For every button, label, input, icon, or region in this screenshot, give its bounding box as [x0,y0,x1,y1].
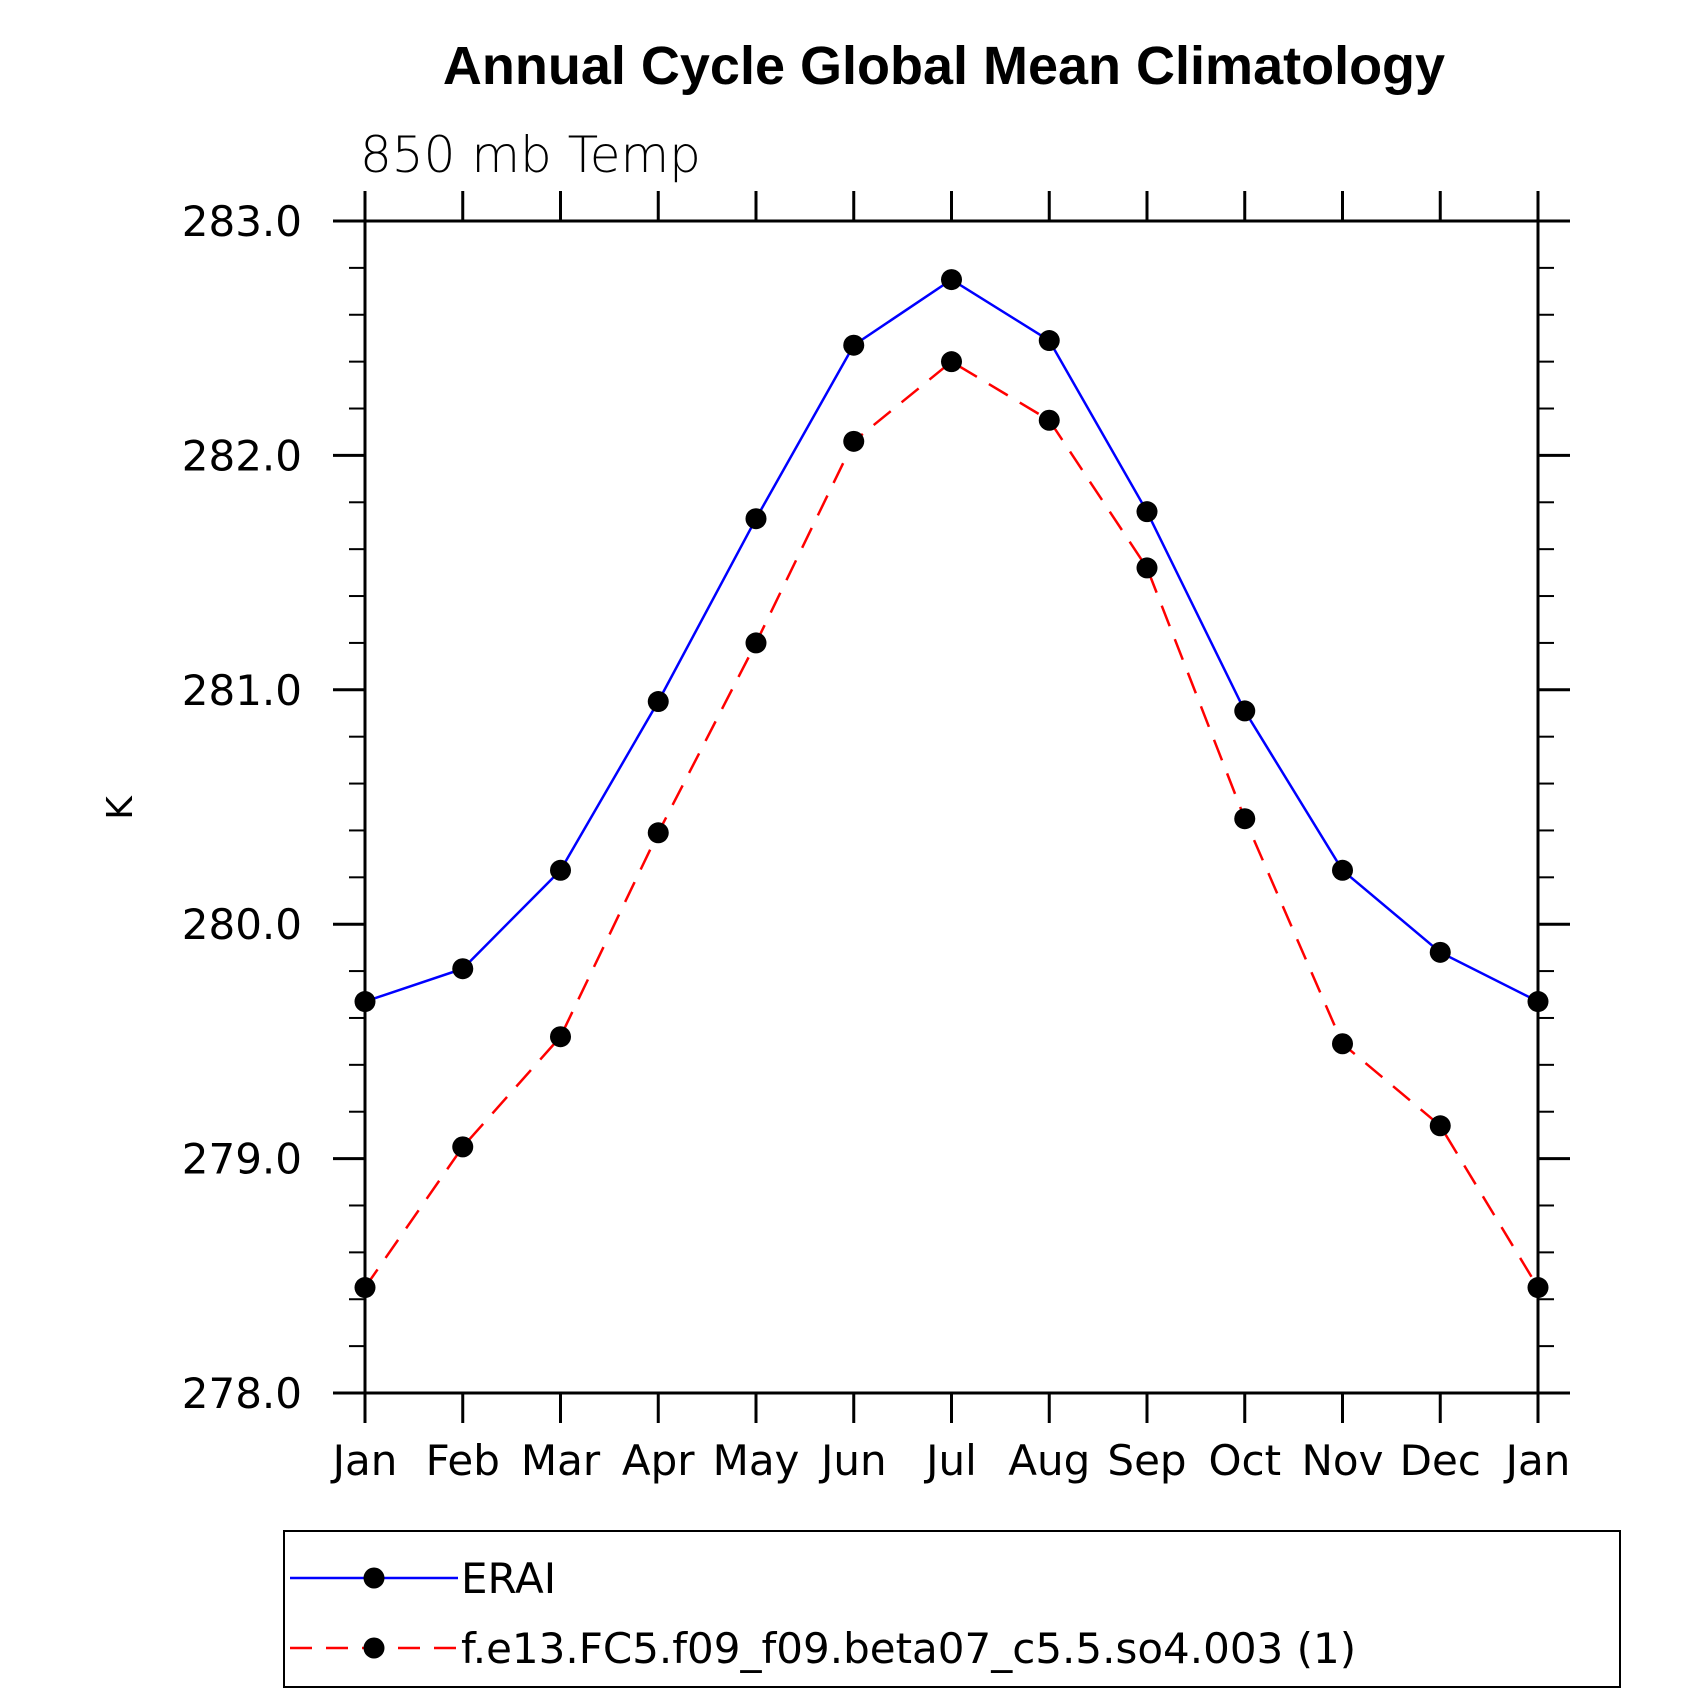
series-2-point [647,822,669,844]
x-tick-label: Sep [1107,1436,1186,1485]
series-2-point [1527,1277,1549,1299]
series-1-point [647,691,669,713]
x-tick-label: Dec [1400,1436,1481,1485]
series-line-2 [363,360,1540,1289]
y-tick-label: 283.0 [182,197,302,246]
x-tick-label: Jan [1503,1436,1571,1485]
series-2-point [1234,808,1256,830]
y-tick-label: 282.0 [182,431,302,480]
x-tick-label: Jan [330,1436,398,1485]
y-tick-label: 281.0 [182,666,302,715]
series-2-point [1429,1115,1451,1137]
series-2-point [941,351,962,373]
series-1-point [1332,859,1353,881]
series-1-point [1136,501,1158,523]
legend-label: ERAI [461,1554,556,1603]
series-2-point [843,430,865,452]
chart-subtitle: 850 mb Temp [360,126,701,184]
series-2-point [1332,1033,1353,1055]
y-tick-label: 279.0 [182,1135,302,1184]
legend-box [283,1530,1621,1688]
plot-frame [363,219,1540,1395]
x-tick-label: Apr [622,1436,695,1485]
series-1-point [745,508,767,530]
series-2-point [745,632,767,654]
x-tick-label: Nov [1302,1436,1384,1485]
x-tick-label: Aug [1008,1436,1090,1485]
series-2-point [1038,409,1060,431]
x-tick-label: Feb [426,1436,500,1485]
legend: ERAI f.e13.FC5.f09_f09.beta07_c5.5.so4.00… [283,1530,1621,1688]
legend-label: f.e13.FC5.f09_f09.beta07_c5.5.so4.003 (1… [461,1624,1356,1673]
y-tick-label: 280.0 [182,900,302,949]
legend-swatch-marker [363,1567,385,1589]
axes: Jan Feb Mar Apr May Jun Jul Aug Sep Oct Nov Dec Jan 2… [182,191,1571,1485]
series-line-1 [364,278,1539,1003]
series-1-point [550,859,571,881]
series-1-point [1234,700,1256,722]
series-1-point [452,958,474,980]
chart-title: Annual Cycle Global Mean Climatology [443,36,1445,96]
series-2-point [1136,557,1158,579]
y-tick-label: 278.0 [182,1369,302,1418]
y-axis-label: K [100,795,141,820]
series-2-point [354,1277,376,1299]
series-1-point [941,269,962,291]
legend-swatch-marker [363,1637,385,1659]
series-1-point [1527,991,1549,1013]
x-tick-label: Oct [1208,1436,1281,1485]
x-tick-label: Mar [521,1436,601,1485]
x-tick-label: Jul [923,1436,977,1485]
series-1-point [1038,330,1060,352]
x-tick-label: Jun [818,1436,887,1485]
series-group [354,269,1549,1299]
series-1-point [354,991,376,1013]
series-2-point [550,1026,571,1048]
series-2-point [452,1136,474,1158]
series-1-point [843,334,865,356]
x-tick-label: May [713,1436,800,1485]
series-1-point [1429,941,1451,963]
